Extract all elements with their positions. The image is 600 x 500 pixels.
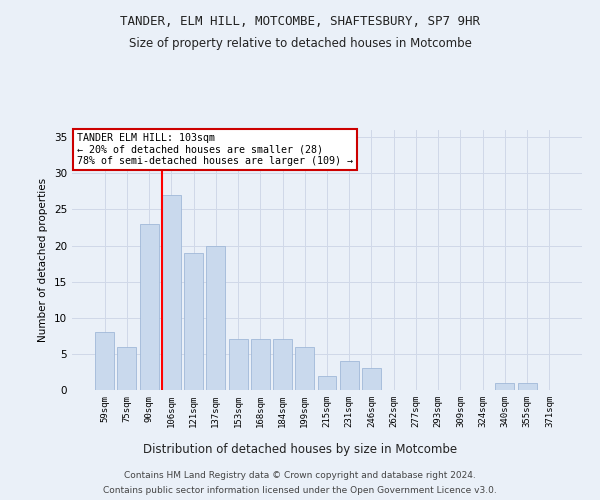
Text: TANDER, ELM HILL, MOTCOMBE, SHAFTESBURY, SP7 9HR: TANDER, ELM HILL, MOTCOMBE, SHAFTESBURY,… — [120, 15, 480, 28]
Bar — [496, 383, 514, 390]
Bar — [229, 340, 248, 390]
Bar — [295, 346, 314, 390]
Bar — [95, 332, 114, 390]
Y-axis label: Number of detached properties: Number of detached properties — [38, 178, 49, 342]
Bar — [162, 195, 181, 390]
Bar — [317, 376, 337, 390]
Bar — [518, 383, 536, 390]
Text: Distribution of detached houses by size in Motcombe: Distribution of detached houses by size … — [143, 442, 457, 456]
Text: Size of property relative to detached houses in Motcombe: Size of property relative to detached ho… — [128, 38, 472, 51]
Bar — [362, 368, 381, 390]
Bar — [118, 346, 136, 390]
Bar — [273, 340, 292, 390]
Text: Contains HM Land Registry data © Crown copyright and database right 2024.: Contains HM Land Registry data © Crown c… — [124, 471, 476, 480]
Bar — [184, 253, 203, 390]
Bar — [140, 224, 158, 390]
Text: TANDER ELM HILL: 103sqm
← 20% of detached houses are smaller (28)
78% of semi-de: TANDER ELM HILL: 103sqm ← 20% of detache… — [77, 132, 353, 166]
Bar — [340, 361, 359, 390]
Bar — [251, 340, 270, 390]
Text: Contains public sector information licensed under the Open Government Licence v3: Contains public sector information licen… — [103, 486, 497, 495]
Bar — [206, 246, 225, 390]
